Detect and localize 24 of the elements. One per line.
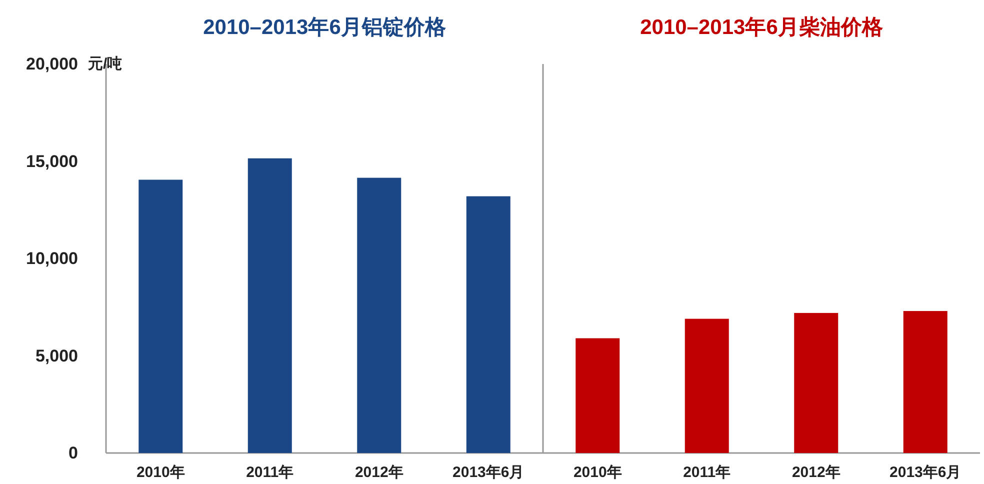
y-tick-label: 15,000: [26, 152, 78, 171]
y-tick-label: 5,000: [35, 346, 78, 366]
chart-title: 2010–2013年6月铝锭价格: [203, 16, 447, 39]
x-tick-label: 2010年: [573, 464, 622, 481]
y-axis-title: 元/吨: [87, 56, 122, 72]
y-tick-label: 0: [68, 444, 78, 462]
x-tick-label: 2010年: [136, 464, 185, 481]
y-tick-label: 20,000: [26, 54, 78, 74]
x-tick-label: 2013年6月: [890, 464, 962, 481]
x-tick-label: 2011年: [683, 464, 731, 481]
bar: [576, 338, 620, 453]
chart-title: 2010–2013年6月柴油价格: [640, 16, 884, 39]
bar: [138, 180, 183, 453]
x-tick-label: 2012年: [354, 464, 404, 481]
bar: [794, 312, 838, 453]
bar: [466, 196, 510, 453]
bar: [684, 318, 729, 453]
bar: [357, 178, 402, 453]
bar: [248, 158, 292, 453]
bar: [903, 311, 948, 453]
x-tick-label: 2012年: [792, 464, 840, 481]
x-tick-label: 2013年6月: [452, 464, 524, 481]
y-tick-label: 10,000: [26, 249, 78, 268]
x-tick-label: 2011年: [246, 464, 294, 481]
